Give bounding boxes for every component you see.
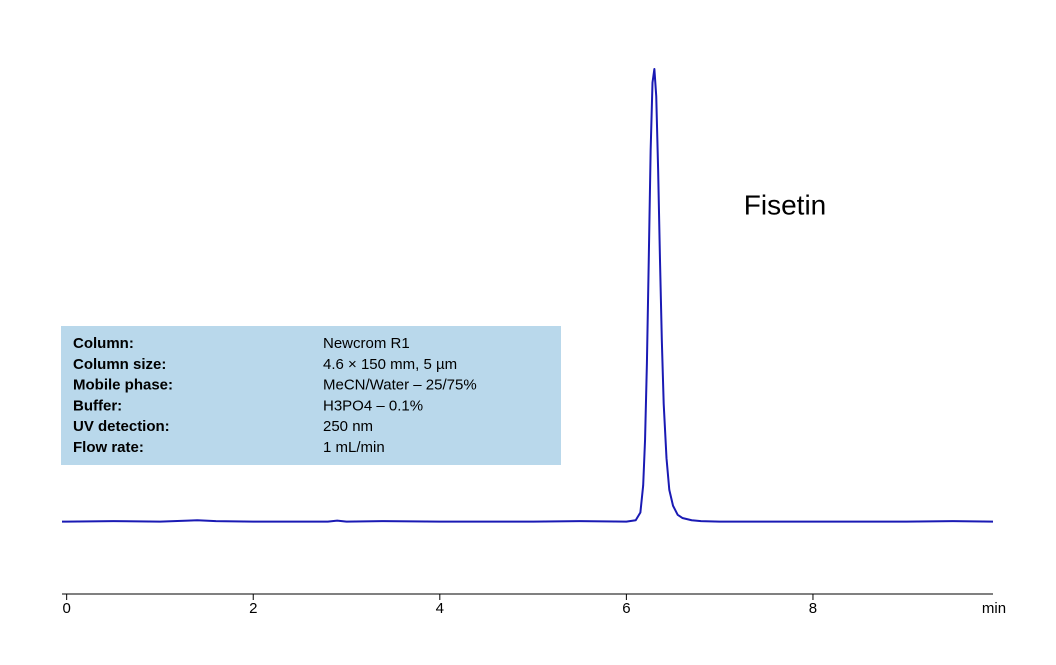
info-value: 250 nm bbox=[323, 418, 373, 435]
x-tick-label: 6 bbox=[622, 600, 630, 617]
info-value: H3PO4 – 0.1% bbox=[323, 397, 423, 414]
info-label: Flow rate: bbox=[73, 439, 144, 456]
info-value: 1 mL/min bbox=[323, 439, 385, 456]
info-box bbox=[61, 326, 561, 465]
info-value: MeCN/Water – 25/75% bbox=[323, 377, 477, 394]
info-label: UV detection: bbox=[73, 418, 170, 435]
x-tick-label: 8 bbox=[809, 600, 817, 617]
info-label: Column size: bbox=[73, 356, 166, 373]
x-tick-label: 0 bbox=[62, 600, 70, 617]
x-tick-label: 4 bbox=[436, 600, 444, 617]
x-axis-label: min bbox=[982, 600, 1006, 617]
info-label: Buffer: bbox=[73, 397, 122, 414]
signal-line bbox=[62, 68, 994, 523]
info-value: Newcrom R1 bbox=[323, 335, 410, 352]
peak-label: Fisetin bbox=[744, 189, 826, 220]
x-tick-label: 2 bbox=[249, 600, 257, 617]
info-table: Column: Newcrom R1 Column size: 4.6 × 150 m… bbox=[73, 335, 477, 456]
info-value: 4.6 × 150 mm, 5 µm bbox=[323, 356, 457, 373]
info-label: Column: bbox=[73, 335, 134, 352]
info-label: Mobile phase: bbox=[73, 377, 173, 394]
